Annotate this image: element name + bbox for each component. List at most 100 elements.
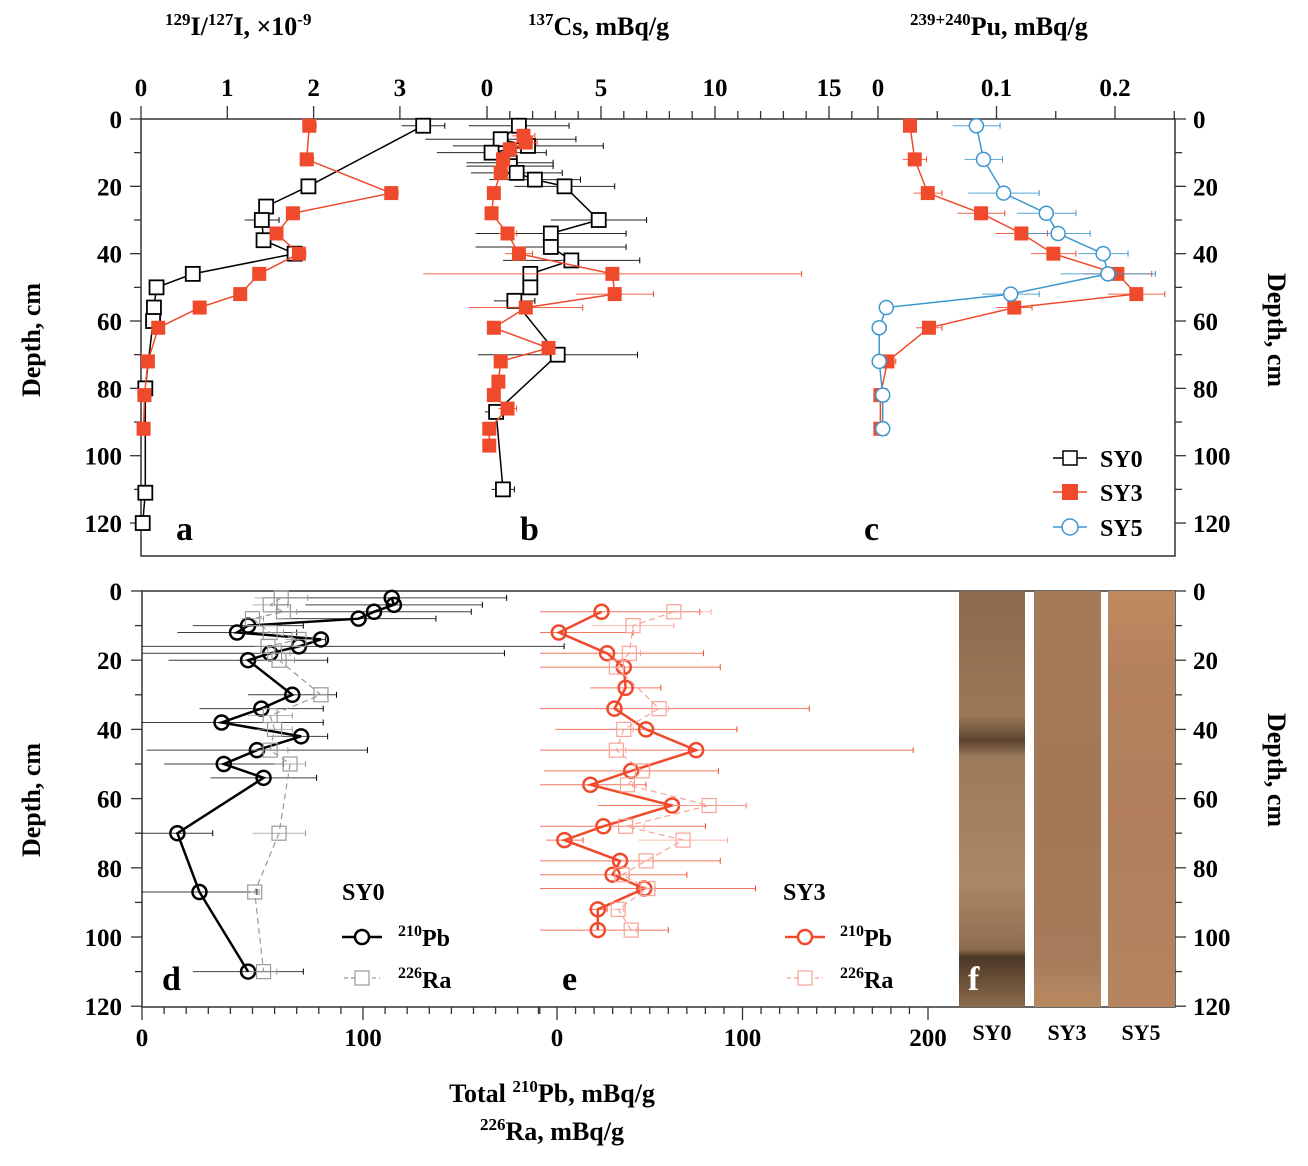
data-point-a-sy3 (233, 287, 248, 302)
x-axis-title-bottom-line2: 226Ra, mBq/g (480, 1115, 624, 1146)
legend-label-sy5: SY5 (1100, 516, 1143, 542)
data-point-e-210pb (687, 741, 705, 759)
x-tick-label-a: 2 (307, 75, 320, 102)
y-tick-label-top-right: 100 (1193, 444, 1231, 471)
y-tick-label-bottom-left: 20 (97, 648, 122, 675)
y-tick-label-top-right: 40 (1193, 242, 1218, 269)
y-tick-label-bottom-right: 20 (1193, 648, 1218, 675)
y-tick-label-top-right: 0 (1193, 107, 1206, 134)
data-point-d-210pb (312, 631, 330, 648)
data-point-b-sy0 (526, 171, 543, 188)
y-axis-title-top-right: Depth, cm (1262, 273, 1291, 387)
y-tick-label-top-right: 120 (1193, 511, 1231, 538)
data-point-d-210pb (284, 686, 301, 704)
legend-c: SY0 SY3 SY5 (1053, 447, 1143, 542)
data-point-c-sy3 (921, 320, 936, 335)
data-point-c-sy5 (968, 117, 985, 134)
panel-letter-c: c (864, 511, 879, 548)
y-tick-label-top-right: 20 (1193, 174, 1218, 201)
x-tick-label-c: 0.1 (981, 75, 1012, 102)
data-point-c-sy3 (1129, 287, 1144, 302)
data-point-c-sy5 (1002, 286, 1019, 302)
data-point-c-sy5 (1095, 245, 1111, 262)
x-tick-label-b: 5 (595, 75, 608, 102)
data-point-d-226ra (255, 963, 272, 980)
x-tick-label-a: 1 (221, 75, 234, 102)
data-point-b-sy0 (522, 279, 539, 296)
top-plot-frame (140, 118, 1176, 557)
legend-e: SY3 210Pb 226Ra (783, 880, 893, 994)
data-point-e-226ra (618, 818, 634, 834)
legend-d-title: SY0 (342, 880, 385, 906)
data-point-a-sy0 (300, 178, 317, 195)
data-point-d-226ra (271, 652, 287, 668)
series-line-c-sy5 (878, 125, 1109, 429)
data-point-c-sy3 (1007, 300, 1022, 315)
x-tick-label-b: 15 (817, 75, 842, 102)
y-tick-label-top-left: 120 (85, 511, 123, 538)
series-line-a-sy3 (142, 125, 394, 429)
data-point-b-sy3 (500, 401, 515, 416)
axis-title-b: 137Cs, mBq/g (528, 10, 669, 41)
data-point-e-226ra (638, 853, 654, 869)
data-point-e-210pb (582, 776, 599, 794)
data-point-c-sy5 (871, 320, 887, 336)
y-tick-label-bottom-right: 0 (1193, 579, 1206, 606)
y-tick-label-bottom-left: 60 (97, 787, 122, 814)
data-point-d-210pb (239, 651, 257, 669)
data-point-e-226ra (623, 922, 639, 938)
data-point-b-sy3 (482, 438, 497, 453)
data-point-b-sy3 (541, 340, 556, 355)
data-point-b-sy3 (495, 152, 510, 167)
core-label-sy0: SY0 (972, 1020, 1011, 1045)
data-point-b-sy0 (556, 178, 573, 195)
series-line-e-226ra (615, 611, 710, 931)
data-point-e-226ra (619, 777, 636, 793)
data-point-d-226ra (291, 631, 307, 648)
x-tick-label-b: 10 (703, 75, 728, 102)
legend-d-marker-pb (353, 928, 371, 946)
y-axis-title-bottom-left: Depth, cm (17, 743, 46, 857)
x-tick-label-e: 200 (909, 1025, 947, 1052)
data-point-c-sy5 (1038, 205, 1055, 222)
data-point-a-sy3 (136, 421, 151, 436)
series-line-e-210pb (555, 610, 700, 931)
y-tick-label-bottom-right: 40 (1193, 717, 1218, 744)
data-point-d-226ra (262, 707, 278, 724)
data-point-a-sy0 (184, 265, 201, 282)
data-point-a-sy3 (252, 266, 267, 281)
data-point-a-sy0 (134, 515, 151, 531)
y-tick-label-top-left: 80 (97, 376, 122, 403)
data-point-a-sy3 (269, 226, 284, 241)
y-axis-title-bottom-right: Depth, cm (1262, 713, 1291, 827)
legend-label-sy3: SY3 (1100, 481, 1143, 507)
data-point-d-210pb (383, 589, 400, 607)
data-point-b-sy3 (486, 186, 501, 201)
y-tick-label-bottom-right: 100 (1193, 925, 1231, 952)
data-point-d-226ra (262, 597, 278, 613)
data-point-c-sy5 (1100, 266, 1116, 282)
legend-d-label-pb: 210Pb (398, 923, 450, 952)
data-point-a-sy3 (192, 300, 207, 315)
core-photo-sy5 (1108, 591, 1175, 1007)
y-tick-label-bottom-right: 80 (1193, 856, 1218, 883)
panel-letter-f: f (968, 961, 980, 998)
core-label-sy3: SY3 (1047, 1020, 1086, 1045)
data-point-b-sy3 (491, 374, 506, 389)
data-point-e-226ra (651, 701, 667, 717)
data-point-c-sy5 (878, 299, 895, 316)
data-point-e-210pb (589, 921, 607, 939)
data-point-b-sy3 (518, 135, 533, 150)
data-point-d-226ra (313, 687, 329, 703)
data-point-a-sy0 (137, 484, 154, 501)
data-point-e-210pb (617, 679, 634, 697)
data-point-a-sy3 (151, 320, 166, 335)
x-tick-label-c: 0.2 (1099, 75, 1130, 102)
data-point-b-sy3 (605, 266, 620, 281)
series-line-c-sy3 (879, 125, 1138, 429)
y-tick-label-bottom-left: 100 (85, 925, 123, 952)
panel-letter-b: b (520, 511, 539, 548)
y-tick-label-top-left: 40 (97, 242, 122, 269)
panel-letter-d: d (162, 961, 181, 998)
